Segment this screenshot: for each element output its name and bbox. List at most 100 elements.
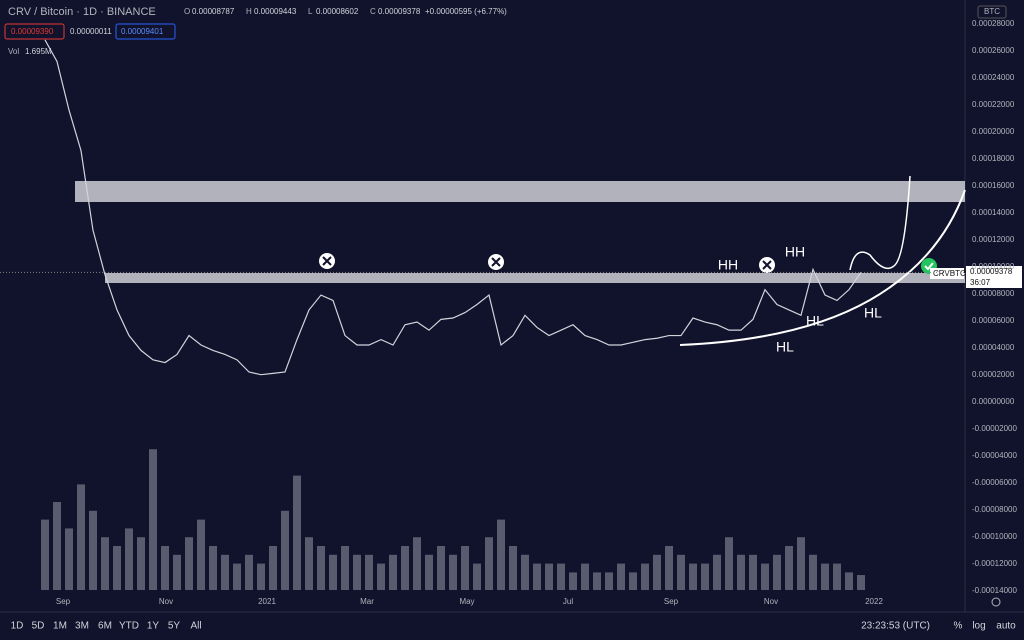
volume-bar <box>233 563 241 590</box>
volume-bar <box>833 563 841 590</box>
price-tick-label: 0.00006000 <box>972 316 1015 325</box>
volume-bar <box>689 563 697 590</box>
volume-bar <box>773 554 781 590</box>
price-tick-label: -0.00004000 <box>972 451 1017 460</box>
volume-bar <box>437 546 445 590</box>
volume-bar <box>89 510 97 590</box>
annotation: HL <box>806 313 824 329</box>
volume-bar <box>221 554 229 590</box>
timeframe-button[interactable]: 1M <box>53 621 67 632</box>
ohlc-label: O <box>184 7 190 16</box>
volume-bar <box>209 546 217 590</box>
volume-bar <box>353 554 361 590</box>
volume-bar <box>401 546 409 590</box>
change: +0.00000595 (+6.77%) <box>425 7 507 16</box>
volume-bar <box>653 554 661 590</box>
price-tick-label: 0.00024000 <box>972 73 1015 82</box>
volume-bar <box>341 546 349 590</box>
timeframe-button[interactable]: 5Y <box>168 621 181 632</box>
volume-bar <box>809 554 817 590</box>
last-price-bg <box>966 266 1022 288</box>
time-label: 2021 <box>258 597 276 606</box>
currency[interactable]: BTC <box>984 7 1000 16</box>
price-tick-label: -0.00010000 <box>972 532 1017 541</box>
volume-bar <box>65 528 73 590</box>
price-tick-label: 0.00028000 <box>972 19 1015 28</box>
time-label: May <box>459 597 474 606</box>
last-price: 0.00009378 <box>970 267 1013 276</box>
volume-bar <box>317 546 325 590</box>
auto-toggle[interactable]: auto <box>996 621 1016 632</box>
sell-button[interactable] <box>4 23 65 40</box>
timeframe-button[interactable]: 3M <box>75 621 89 632</box>
volume-bar <box>521 554 529 590</box>
price-tick-label: 0.00004000 <box>972 343 1015 352</box>
volume-bar <box>593 572 601 590</box>
ohlc-value: 0.00008602 <box>316 7 359 16</box>
ohlc-label: L <box>308 7 313 16</box>
volume-bar <box>125 528 133 590</box>
vol-value: 1.695M <box>25 47 52 56</box>
timeframe-button[interactable]: 5D <box>32 621 45 632</box>
volume-bar <box>605 572 613 590</box>
symbol: CRV / Bitcoin · 1D · BINANCE <box>8 6 156 18</box>
volume-bar <box>677 554 685 590</box>
volume-bar <box>113 546 121 590</box>
volume-bar <box>461 546 469 590</box>
timeframe-button[interactable]: YTD <box>119 621 139 632</box>
buy-button[interactable] <box>115 23 176 40</box>
support-zone <box>105 273 965 283</box>
price-tick-label: -0.00008000 <box>972 505 1017 514</box>
volume-bar <box>581 563 589 590</box>
log-toggle[interactable]: log <box>972 621 985 632</box>
projection-curve <box>849 175 911 271</box>
volume-bar <box>701 563 709 590</box>
volume-bar <box>821 563 829 590</box>
timeframe-button[interactable]: 6M <box>98 621 112 632</box>
vol-label: Vol <box>8 47 19 56</box>
price-tick-label: -0.00014000 <box>972 586 1017 595</box>
volume-bar <box>749 554 757 590</box>
volume-bar <box>305 537 313 590</box>
settings-icon[interactable] <box>991 597 1001 607</box>
percent-toggle[interactable]: % <box>954 621 963 632</box>
price-tick-label: 0.00000000 <box>972 397 1015 406</box>
price-tick-label: 0.00018000 <box>972 154 1015 163</box>
price-line <box>44 39 862 376</box>
volume-bar <box>245 554 253 590</box>
sell-price[interactable]: 0.00009390 <box>11 27 54 36</box>
timeframe-button[interactable]: 1D <box>11 621 24 632</box>
volume-bar <box>161 546 169 590</box>
symbol-tag: CRVBTC <box>933 269 966 278</box>
currency-tag[interactable] <box>977 5 1007 19</box>
volume-bar <box>569 572 577 590</box>
resistance-zone <box>75 181 965 202</box>
volume-bar <box>425 554 433 590</box>
annotation: HH <box>785 244 805 260</box>
time-label: 2022 <box>865 597 883 606</box>
buy-price[interactable]: 0.00009401 <box>121 27 164 36</box>
spread: 0.00000011 <box>70 27 112 36</box>
price-tick-label: 0.00026000 <box>972 46 1015 55</box>
time-label: Nov <box>764 597 778 606</box>
volume-bar <box>101 537 109 590</box>
volume-bar <box>545 563 553 590</box>
volume-bar <box>725 537 733 590</box>
price-tick-label: -0.00012000 <box>972 559 1017 568</box>
volume-bar <box>137 537 145 590</box>
volume-bar <box>77 484 85 590</box>
volume-bar <box>845 572 853 590</box>
volume-bar <box>269 546 277 590</box>
time-label: Sep <box>664 597 679 606</box>
volume-bar <box>665 546 673 590</box>
timeframe-button[interactable]: 1Y <box>147 621 160 632</box>
timeframe-button[interactable]: All <box>190 621 201 632</box>
time-label: Jul <box>563 597 573 606</box>
volume-bar <box>485 537 493 590</box>
time-label: Mar <box>360 597 374 606</box>
annotation: HH <box>718 257 738 273</box>
volume-bar <box>293 475 301 590</box>
volume-bar <box>785 546 793 590</box>
